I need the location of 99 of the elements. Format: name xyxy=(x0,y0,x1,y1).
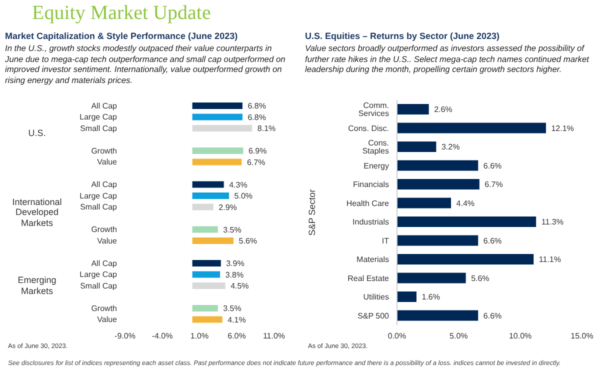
text: International Developed Markets xyxy=(11,196,63,228)
y-tick-label: Cons. Disc. xyxy=(348,124,389,133)
bar xyxy=(397,160,479,172)
x-tick-label: -9.0% xyxy=(114,332,136,341)
text: Equity Market Update xyxy=(32,2,211,25)
y-tick-label: All Cap xyxy=(91,180,118,190)
bar xyxy=(397,122,546,134)
x-tick-label: 6.0% xyxy=(228,332,246,341)
x-tick-label: 1.0% xyxy=(190,332,209,341)
bar xyxy=(192,113,243,121)
bar xyxy=(397,272,466,284)
y-tick-label: Comm. Services xyxy=(358,101,389,118)
x-tick-label: 0.0% xyxy=(388,332,406,341)
data-label: 5.6% xyxy=(238,236,258,246)
y-tick-label: S&P 500 xyxy=(358,311,390,320)
bar xyxy=(192,180,224,188)
data-label: 3.5% xyxy=(223,304,242,314)
data-label: 6.7% xyxy=(484,180,503,190)
y-tick-label: Small Cap xyxy=(80,281,118,290)
data-label: 1.6% xyxy=(422,292,440,302)
bar xyxy=(192,192,230,200)
bar xyxy=(192,158,242,166)
chart-subtitle: In the U.S., growth stocks modestly outpaced their value counterparts in June due to mega-cap tech outperformance and small cap outperformed on improved investor sentiment. Internationally, value outperformed growth on rising energy and materials prices. xyxy=(5,43,286,85)
y-tick-label: Small Cap xyxy=(80,202,118,212)
bar xyxy=(192,226,218,234)
data-label: 8.1% xyxy=(257,124,276,134)
y-tick-label: Large Cap xyxy=(80,191,118,200)
data-label: 2.6% xyxy=(434,105,452,114)
y-tick-label: Value xyxy=(97,315,118,324)
data-label: 6.6% xyxy=(483,161,502,170)
bar xyxy=(397,178,480,190)
data-label: 5.0% xyxy=(234,192,253,201)
data-label: 4.4% xyxy=(456,198,474,208)
bar xyxy=(397,197,452,209)
data-label: 3.8% xyxy=(225,270,244,280)
x-tick-label: 10.0% xyxy=(508,332,532,341)
data-label: 4.5% xyxy=(230,282,249,291)
bar xyxy=(192,316,223,324)
y-tick-label: Large Cap xyxy=(80,270,118,280)
data-label: 4.1% xyxy=(228,315,246,324)
bar xyxy=(397,291,417,302)
chart-title: Market Capitalization & Style Performance (June 2023) xyxy=(5,31,239,41)
bar xyxy=(397,254,534,265)
y-tick-label: All Cap xyxy=(91,258,118,268)
data-label: 12.1% xyxy=(551,124,574,133)
x-tick-label: 15.0% xyxy=(570,332,594,341)
data-label: 4.3% xyxy=(229,180,248,190)
y-tick-label: Value xyxy=(97,158,118,167)
y-tick-label: All Cap xyxy=(91,101,118,110)
y-tick-label: Growth xyxy=(91,304,117,313)
x-tick-label: -4.0% xyxy=(152,332,173,341)
y-tick-label: Real Estate xyxy=(348,274,390,283)
bar xyxy=(192,102,243,110)
chart-title: U.S. Equities – Returns by Sector (June 2023) xyxy=(305,31,501,41)
data-label: 3.5% xyxy=(223,225,242,234)
bar xyxy=(397,310,479,322)
bar xyxy=(192,270,221,278)
bar xyxy=(397,104,430,115)
y-tick-label: Health Care xyxy=(346,198,390,208)
data-label: 6.8% xyxy=(248,112,266,122)
data-label: 6.6% xyxy=(483,236,502,246)
data-label: 6.9% xyxy=(248,146,267,156)
text: Emerging Markets xyxy=(16,275,58,296)
text: U.S. xyxy=(27,128,47,138)
data-label: 2.9% xyxy=(218,202,237,212)
bar xyxy=(192,260,222,267)
y-tick-label: Energy xyxy=(364,161,389,170)
y-tick-label: Cons. Staples xyxy=(362,138,389,156)
x-tick-label: 5.0% xyxy=(450,332,468,341)
y-axis-title: S&P Sector xyxy=(307,189,318,236)
y-tick-label: Value xyxy=(97,236,118,246)
y-tick-label: IT xyxy=(382,236,390,246)
y-tick-label: Financials xyxy=(352,180,389,190)
data-label: 11.3% xyxy=(541,218,564,227)
bar xyxy=(397,234,479,246)
bar xyxy=(192,203,214,211)
data-label: 6.6% xyxy=(483,311,502,320)
data-label: 6.7% xyxy=(246,158,266,167)
y-tick-label: Large Cap xyxy=(80,112,118,122)
chart-subtitle: Value sectors broadly outperformed as investors assessed the possibility of further rate hikes in the U.S.. Select mega-cap tech names continued market leadership during the month, propelling certain growth sectors higher. xyxy=(305,43,590,74)
bar xyxy=(192,282,226,290)
bar xyxy=(192,124,253,132)
bar xyxy=(397,216,537,228)
data-label: 5.6% xyxy=(471,274,490,283)
data-label: 3.9% xyxy=(226,259,244,268)
y-tick-label: Materials xyxy=(356,255,389,264)
bar xyxy=(192,237,234,244)
data-label: 6.8% xyxy=(248,102,266,111)
data-label: 11.1% xyxy=(538,255,561,264)
y-tick-label: Small Cap xyxy=(80,124,118,133)
bar xyxy=(397,141,437,152)
y-tick-label: Industrials xyxy=(352,218,389,227)
y-tick-label: Utilities xyxy=(363,292,389,302)
x-tick-label: 11.0% xyxy=(262,332,286,341)
bar xyxy=(192,147,244,154)
data-label: 3.2% xyxy=(441,142,460,152)
y-tick-label: Growth xyxy=(91,225,117,234)
bar xyxy=(192,304,218,312)
y-tick-label: Growth xyxy=(91,146,117,156)
